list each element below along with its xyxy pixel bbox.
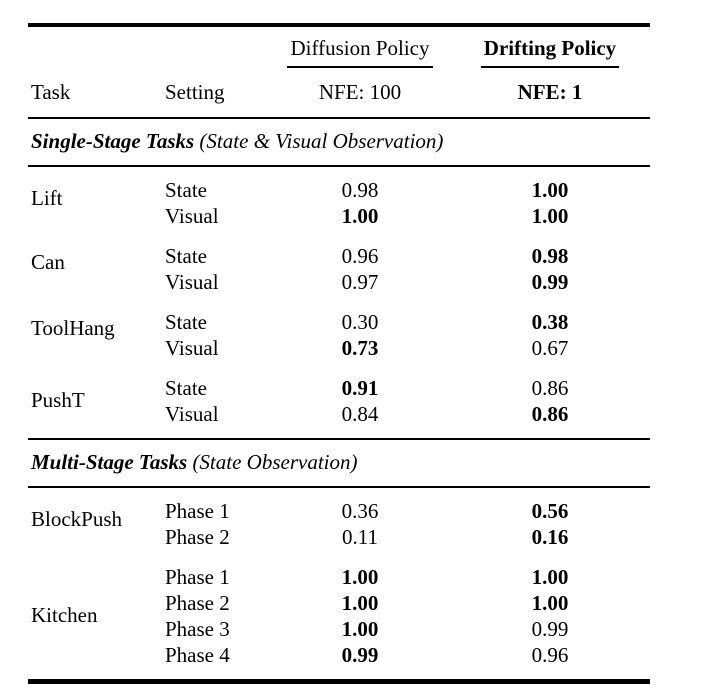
drifting-value: 0.99 [531,617,569,641]
table-row: PushT State 0.91 0.86 [28,361,650,412]
setting-label: State [165,244,207,268]
table-row: Phase 2 0.11 0.16 [28,524,650,550]
setting-label: Phase 1 [165,565,230,589]
table-row: Lift State 0.98 1.00 [28,166,650,210]
drifting-value: 0.96 [531,643,569,667]
setting-label: Phase 2 [165,591,230,615]
header-spacer [28,25,160,68]
section-title: Multi-Stage Tasks [31,450,188,474]
table-row: BlockPush Phase 1 0.36 0.56 [28,487,650,531]
section-subtitle: (State Observation) [192,450,358,474]
diffusion-value: 0.36 [341,499,379,523]
task-label-pusht: PushT [31,387,85,412]
diffusion-value: 0.91 [341,376,379,400]
setting-label: Phase 4 [165,643,230,667]
diffusion-value: 0.99 [341,643,379,667]
table-row: Can State 0.96 0.98 [28,229,650,274]
drifting-value: 0.86 [531,402,569,426]
task-label-blockpush: BlockPush [31,507,123,531]
column-header-setting: Setting [160,68,270,119]
section-subtitle: (State & Visual Observation) [199,129,444,153]
task-label-kitchen: Kitchen [31,602,98,627]
setting-label: State [165,376,207,400]
diffusion-value: 1.00 [341,617,379,641]
method-header-row: Diffusion Policy Drifting Policy [28,25,650,68]
diffusion-value: 0.73 [341,336,379,360]
diffusion-value: 1.00 [341,591,379,615]
table-row: Visual 1.00 1.00 [28,203,650,229]
diffusion-policy-label: Diffusion Policy [287,36,433,68]
results-table: Diffusion Policy Drifting Policy Task Se… [28,23,650,684]
column-header-nfe-1: NFE: 1 [450,68,650,119]
drifting-value: 0.38 [531,310,569,334]
table-row: Visual 0.73 0.67 [28,335,650,361]
setting-label: Phase 1 [165,499,230,523]
column-header-diffusion-policy: Diffusion Policy [270,25,450,68]
column-header-nfe-100: NFE: 100 [270,68,450,119]
table-row: Phase 4 0.99 0.96 [28,642,650,682]
diffusion-value: 0.97 [341,270,379,294]
setting-label: State [165,178,207,202]
section-title: Single-Stage Tasks [31,129,195,153]
diffusion-value: 1.00 [341,204,379,228]
table-row: Phase 3 1.00 0.99 [28,616,650,642]
setting-label: Visual [165,336,219,360]
setting-label: Visual [165,204,219,228]
header-spacer [160,25,270,68]
drifting-value: 1.00 [531,204,569,228]
section-header-multi-stage: Multi-Stage Tasks (State Observation) [28,438,650,488]
column-header-task: Task [28,68,160,119]
task-label-toolhang: ToolHang [31,316,115,340]
setting-label: State [165,310,207,334]
table-row: Visual 0.84 0.86 [28,401,650,439]
drifting-value: 0.86 [531,376,569,400]
diffusion-value: 0.30 [341,310,379,334]
column-header-drifting-policy: Drifting Policy [450,25,650,68]
table-row: Kitchen Phase 1 1.00 1.00 [28,550,650,627]
table-row: Phase 2 1.00 1.00 [28,590,650,616]
diffusion-value: 0.11 [342,525,378,549]
diffusion-value: 1.00 [341,565,379,589]
drifting-value: 0.67 [531,336,569,360]
table-row: ToolHang State 0.30 0.38 [28,295,650,340]
setting-label: Phase 3 [165,617,230,641]
section-header-single-stage: Single-Stage Tasks (State & Visual Obser… [28,117,650,167]
setting-label: Visual [165,402,219,426]
diffusion-value: 0.96 [341,244,379,268]
diffusion-value: 0.98 [341,178,379,202]
drifting-value: 1.00 [531,591,569,615]
task-label-lift: Lift [31,186,63,210]
column-header-row: Task Setting NFE: 100 NFE: 1 [28,68,650,119]
setting-label: Visual [165,270,219,294]
setting-label: Phase 2 [165,525,230,549]
drifting-value: 0.98 [531,244,569,268]
drifting-policy-label: Drifting Policy [480,36,620,68]
drifting-value: 1.00 [531,565,569,589]
drifting-value: 0.56 [531,499,569,523]
drifting-value: 0.99 [531,270,569,294]
table-row: Visual 0.97 0.99 [28,269,650,295]
drifting-value: 1.00 [531,178,569,202]
drifting-value: 0.16 [531,525,569,549]
task-label-can: Can [31,250,65,274]
diffusion-value: 0.84 [341,402,379,426]
